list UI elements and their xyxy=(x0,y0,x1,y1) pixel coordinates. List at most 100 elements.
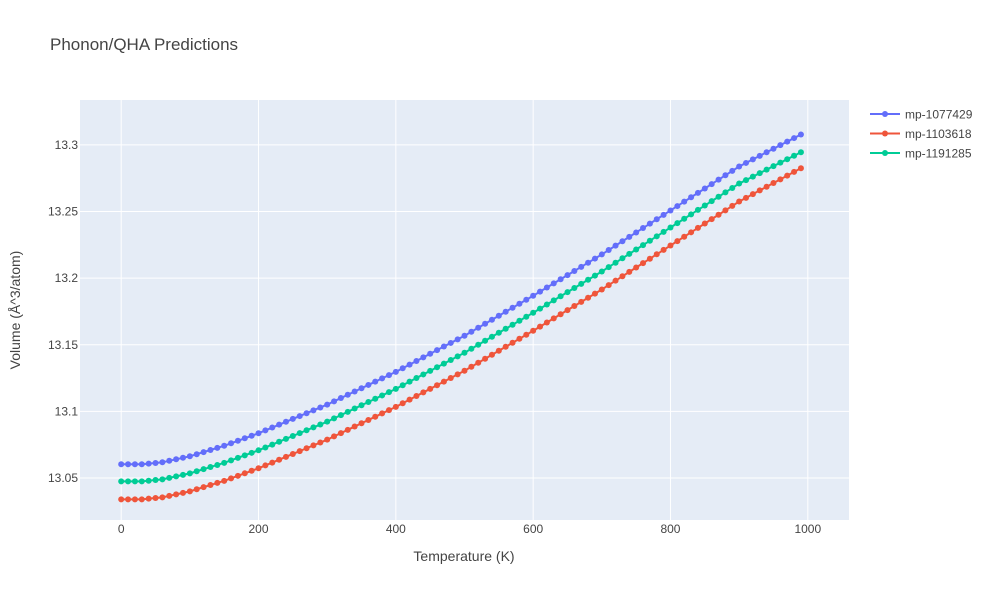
data-point xyxy=(777,142,784,149)
data-point xyxy=(495,347,502,354)
data-point xyxy=(495,312,502,319)
data-point xyxy=(770,145,777,152)
data-point xyxy=(289,432,296,439)
data-point xyxy=(241,470,248,477)
data-point xyxy=(392,403,399,410)
data-point xyxy=(701,185,708,192)
data-point xyxy=(385,389,392,396)
data-point xyxy=(125,496,132,503)
data-point xyxy=(255,465,262,472)
data-point xyxy=(138,496,145,503)
data-point xyxy=(715,176,722,183)
data-point xyxy=(420,354,427,361)
data-point xyxy=(708,216,715,223)
legend-label: mp-1077429 xyxy=(905,108,973,122)
data-point xyxy=(344,391,351,398)
data-point xyxy=(276,438,283,445)
data-point xyxy=(523,313,530,320)
data-point xyxy=(550,297,557,304)
legend: mp-1077429 mp-1103618 mp-1191285 xyxy=(870,108,973,161)
data-point xyxy=(179,471,186,478)
data-point xyxy=(179,489,186,496)
data-point xyxy=(310,407,317,414)
data-point xyxy=(193,451,200,458)
data-point xyxy=(447,339,454,346)
data-point xyxy=(138,478,145,485)
data-point xyxy=(482,320,489,327)
y-tick-label: 13.15 xyxy=(48,338,78,352)
data-point xyxy=(633,264,640,271)
data-point xyxy=(317,404,324,411)
x-tick-label: 0 xyxy=(118,522,125,536)
data-point xyxy=(186,488,193,495)
data-point xyxy=(461,332,468,339)
data-point xyxy=(269,441,276,448)
data-point xyxy=(324,418,331,425)
data-point xyxy=(537,323,544,330)
data-point xyxy=(324,436,331,443)
data-point xyxy=(138,461,145,468)
grid-layer xyxy=(80,100,849,520)
data-point xyxy=(633,229,640,236)
legend-item-mp-1077429: mp-1077429 xyxy=(870,108,973,122)
data-point xyxy=(509,321,516,328)
data-point xyxy=(736,180,743,187)
data-point xyxy=(578,263,585,270)
data-point xyxy=(166,474,173,481)
data-point xyxy=(708,198,715,205)
data-point xyxy=(667,242,674,249)
data-point xyxy=(681,215,688,222)
data-point xyxy=(255,430,262,437)
legend-marker-swatch xyxy=(882,150,888,156)
data-point xyxy=(516,335,523,342)
data-point xyxy=(667,224,674,231)
data-point xyxy=(756,170,763,177)
data-point xyxy=(784,172,791,179)
data-point xyxy=(159,494,166,501)
data-point xyxy=(379,392,386,399)
data-point xyxy=(523,296,530,303)
x-tick-label: 600 xyxy=(523,522,543,536)
data-point xyxy=(317,421,324,428)
data-point xyxy=(749,191,756,198)
data-point xyxy=(694,224,701,231)
data-point xyxy=(372,395,379,402)
data-point xyxy=(413,375,420,382)
data-point xyxy=(722,189,729,196)
data-point xyxy=(619,238,626,245)
data-point xyxy=(207,464,214,471)
x-tick-label: 400 xyxy=(386,522,406,536)
data-point xyxy=(791,168,798,175)
data-point xyxy=(344,408,351,415)
data-point xyxy=(694,206,701,213)
data-point xyxy=(722,207,729,214)
data-point xyxy=(331,415,338,422)
plot-area xyxy=(80,100,849,520)
data-point xyxy=(385,372,392,379)
data-point xyxy=(331,398,338,405)
data-point xyxy=(454,336,461,343)
data-point xyxy=(214,479,221,486)
data-point xyxy=(131,478,138,485)
data-point xyxy=(454,371,461,378)
series-line xyxy=(121,167,802,501)
data-point xyxy=(564,307,571,314)
data-point xyxy=(461,367,468,374)
data-point xyxy=(324,401,331,408)
data-point xyxy=(729,202,736,209)
data-point xyxy=(186,470,193,477)
data-point xyxy=(743,194,750,201)
data-point xyxy=(372,378,379,385)
data-point xyxy=(674,203,681,210)
data-point xyxy=(399,365,406,372)
data-point xyxy=(502,325,509,332)
data-point xyxy=(646,255,653,262)
data-point xyxy=(152,495,159,502)
data-point xyxy=(482,337,489,344)
data-point xyxy=(420,371,427,378)
data-point xyxy=(619,255,626,262)
data-point xyxy=(791,152,798,159)
data-point xyxy=(241,452,248,459)
data-point xyxy=(640,225,647,232)
data-point xyxy=(681,233,688,240)
